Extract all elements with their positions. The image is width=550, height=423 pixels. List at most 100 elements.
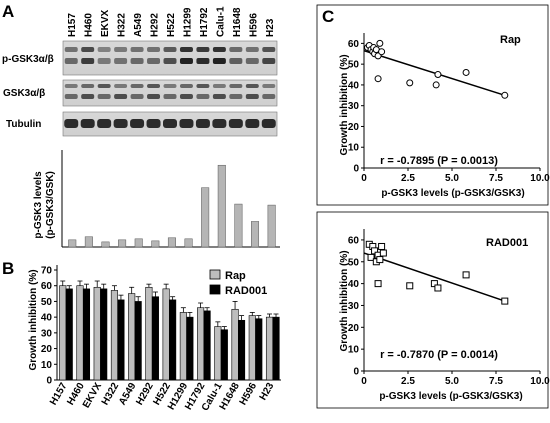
blot-cell-line-headers: H157 H460 EKVX H322 A549 H292 H522 H1299 H1792 Ca… — [67, 6, 276, 37]
band-gsk3-alpha — [147, 84, 161, 88]
rap-bar — [248, 315, 256, 381]
rap-bar — [231, 308, 239, 381]
band-p-gsk3-beta — [179, 58, 193, 64]
band-p-gsk3-alpha — [163, 47, 177, 52]
blot-label-p-gsk3: p-GSK3α/β — [2, 54, 54, 65]
blot-cell-line-label: H1299 — [182, 7, 193, 37]
rap-bar — [197, 307, 205, 381]
rad001-bar — [203, 310, 211, 381]
scatter-y-tick-label: 0 — [353, 367, 359, 378]
scatter-x-tick-label: 10.0 — [530, 173, 550, 184]
rad-scatter-points — [363, 240, 509, 305]
rap-bar — [76, 285, 84, 381]
band-gsk3-beta — [147, 94, 161, 99]
band-gsk3-alpha — [130, 84, 144, 88]
band-p-gsk3-alpha — [147, 47, 161, 52]
ratio-bar — [101, 241, 110, 248]
rad001-bar — [186, 316, 194, 381]
scatter-point — [432, 81, 440, 89]
rap-scatter-title: Rap — [500, 34, 521, 46]
blot-strip-gsk3 — [62, 79, 278, 107]
band-gsk3-beta — [163, 94, 177, 99]
band-gsk3-beta — [81, 94, 95, 99]
scatter-point — [374, 280, 382, 288]
ratio-bar — [201, 187, 210, 248]
band-tubulin — [64, 119, 79, 128]
rad-scatter-axes: 0 10 20 30 40 50 60 0 2.5 5.0 7.5 10.0 — [348, 229, 550, 387]
band-p-gsk3-beta — [97, 58, 111, 64]
panel-label-b: B — [2, 259, 14, 278]
rad-scatter-frame — [316, 211, 549, 409]
rap-bar — [214, 326, 222, 381]
rad001-bar — [117, 299, 125, 381]
blot-cell-line-label: H157 — [67, 13, 78, 37]
band-gsk3-beta — [212, 94, 226, 99]
ratio-bar — [251, 221, 260, 248]
band-p-gsk3-beta — [229, 58, 243, 64]
growth-y-tick-label: 0 — [46, 376, 52, 387]
band-gsk3-beta — [114, 94, 128, 99]
blot-cell-line-label: H322 — [117, 13, 128, 37]
growth-inhibition-chart: Growth inhibition (%) 0 10 20 30 40 50 60 70 H1… — [28, 265, 281, 413]
band-gsk3-alpha — [114, 84, 128, 88]
legend-label-rad001: RAD001 — [225, 285, 267, 297]
band-tubulin — [212, 119, 227, 128]
rap-scatter-annotation: r = -0.7895 (P = 0.0013) — [380, 155, 498, 167]
blot-bands — [64, 47, 276, 128]
panel-label-a: A — [2, 2, 14, 21]
scatter-x-tick-label: 7.5 — [489, 173, 503, 184]
scatter-point — [406, 282, 414, 290]
ratio-bars — [68, 164, 276, 248]
band-gsk3-alpha — [196, 84, 210, 88]
band-tubulin — [113, 119, 128, 128]
band-p-gsk3-alpha — [81, 47, 95, 52]
band-p-gsk3-alpha — [114, 47, 128, 52]
ratio-bar — [68, 239, 77, 248]
growth-y-ticks: 0 10 20 30 40 50 60 70 — [41, 266, 57, 387]
ratio-ylabel-line2: (p-GSK3/GSK) — [45, 171, 56, 239]
band-gsk3-alpha — [97, 84, 111, 88]
band-gsk3-alpha — [245, 84, 259, 88]
ratio-bar — [118, 239, 127, 248]
growth-x-label: H23 — [258, 381, 277, 403]
band-p-gsk3-alpha — [97, 47, 111, 52]
rad-scatter-xlabel: p-GSK3 levels (p-GSK3/GSK3) — [379, 391, 522, 402]
scatter-point — [379, 249, 387, 257]
blot-cell-line-label: H1792 — [199, 7, 210, 37]
growth-y-tick-label: 60 — [41, 281, 53, 292]
scatter-point — [430, 280, 438, 288]
scatter-y-tick-label: 50 — [348, 257, 360, 268]
band-p-gsk3-beta — [64, 58, 78, 64]
band-gsk3-alpha — [229, 84, 243, 88]
scatter-x-tick-label: 5.0 — [445, 173, 459, 184]
blot-cell-line-label: H23 — [265, 18, 276, 37]
band-tubulin — [261, 119, 276, 128]
scatter-y-tick-label: 40 — [348, 80, 360, 91]
scatter-y-tick-label: 20 — [348, 122, 360, 133]
band-p-gsk3-beta — [81, 58, 95, 64]
ratio-bar — [234, 203, 243, 248]
scatter-y-tick-label: 60 — [348, 235, 360, 246]
band-p-gsk3-alpha — [229, 47, 243, 52]
growth-y-tick-label: 30 — [41, 328, 53, 339]
ratio-bar — [134, 238, 143, 248]
rad001-bar — [255, 318, 263, 381]
band-gsk3-alpha — [212, 84, 226, 88]
band-p-gsk3-beta — [147, 58, 161, 64]
band-p-gsk3-beta — [130, 58, 144, 64]
band-p-gsk3-beta — [262, 58, 276, 64]
legend-swatch-rad001 — [209, 284, 221, 295]
scatter-x-tick-label: 0 — [361, 376, 367, 387]
band-tubulin — [228, 119, 243, 128]
rad001-bar — [100, 288, 108, 381]
band-p-gsk3-alpha — [130, 47, 144, 52]
rad001-bar — [82, 288, 91, 381]
rap-bar — [93, 286, 101, 381]
band-p-gsk3-alpha — [212, 47, 226, 52]
growth-y-tick-label: 40 — [41, 313, 53, 324]
ratio-ylabel-line1: p-GSK3 levels — [33, 171, 44, 239]
blot-cell-line-label: H596 — [248, 13, 259, 37]
scatter-point — [501, 91, 509, 99]
scatter-x-tick-label: 2.5 — [401, 376, 415, 387]
